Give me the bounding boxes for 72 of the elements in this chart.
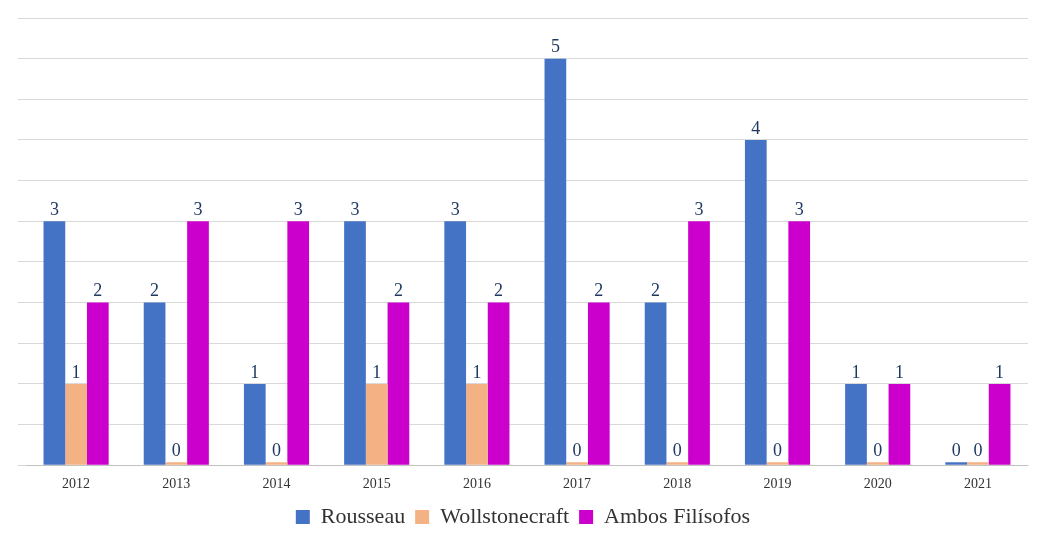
x-tick-label: 2016 [462,476,491,492]
data-label: 1 [472,361,482,382]
bar [265,462,288,465]
bar [967,462,989,465]
data-label: 2 [393,280,403,301]
x-tick-label: 2015 [362,476,391,492]
x-tick-label: 2012 [62,476,91,492]
data-label: 1 [250,361,260,382]
bar [65,383,87,465]
legend-label: Rousseau [320,502,406,528]
data-label: 1 [851,361,861,382]
bar [788,221,811,465]
data-label: 3 [694,199,704,220]
data-label: 0 [572,439,582,460]
x-tick-label: 2013 [162,476,191,492]
bar [86,302,109,465]
data-label: 0 [873,439,883,460]
bar [766,462,789,465]
legend-label: Wollstonecraft [440,502,570,528]
data-label: 0 [272,439,281,460]
bar [344,221,366,465]
bar [143,302,166,465]
x-tick-label: 2017 [563,476,592,492]
bar [444,221,467,465]
data-label: 0 [171,439,181,460]
bar [888,383,911,465]
data-label: 0 [951,439,961,460]
x-tick-label: 2019 [763,476,792,492]
bar [387,302,410,465]
x-tick-label: 2020 [863,476,892,492]
data-label: 5 [550,36,560,57]
data-label: 0 [773,439,782,460]
bar [287,221,310,465]
data-label: 3 [350,199,360,220]
data-label: 2 [594,280,604,301]
bar [243,383,266,465]
bar [587,302,610,465]
x-tick-label: 2021 [963,476,992,492]
data-label: 0 [672,439,682,460]
bar [688,221,710,465]
data-label: 1 [894,361,904,382]
x-tick-label: 2018 [663,476,692,492]
bar [566,462,588,465]
bar [744,139,767,465]
data-label: 3 [49,199,59,220]
bar [945,462,968,465]
data-label: 3 [450,199,460,220]
data-label: 4 [751,117,761,138]
data-label: 3 [794,199,804,220]
bar [187,221,209,465]
data-label: 3 [193,199,203,220]
bar [43,221,66,465]
legend-label: Ambos Filísofos [604,502,751,528]
data-label: 1 [995,361,1005,382]
data-label: 0 [973,439,983,460]
bar [487,302,510,465]
bar [866,462,889,465]
data-label: 2 [494,280,504,301]
data-label: 3 [293,199,303,220]
bar [644,302,667,465]
bar [365,383,388,465]
x-tick-label: 2014 [262,476,291,492]
bar [165,462,188,465]
data-label: 2 [651,280,661,301]
data-label: 1 [71,361,81,382]
data-label: 2 [150,280,160,301]
bar [988,383,1011,465]
bar [845,383,867,465]
data-label: 2 [93,280,103,301]
bar [666,462,689,465]
data-label: 1 [372,361,382,382]
bar [466,383,488,465]
